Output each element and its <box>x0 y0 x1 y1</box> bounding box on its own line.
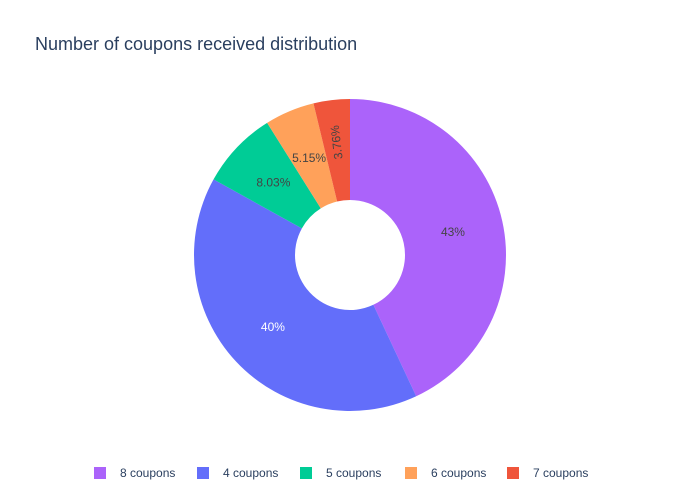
pie-slice-5-coupons[interactable] <box>213 122 321 229</box>
legend-swatch <box>197 467 209 479</box>
legend-swatch <box>507 467 519 479</box>
legend-label: 8 coupons <box>120 466 175 480</box>
legend-swatch <box>94 467 106 479</box>
legend[interactable]: 8 coupons 4 coupons 5 coupons 6 coupons 7 co… <box>94 466 588 480</box>
legend-swatch <box>405 467 417 479</box>
legend-label: 4 coupons <box>223 466 278 480</box>
pie-slice-labels: 43% 40% 8.03%5.15% 3.76% <box>256 124 465 334</box>
legend-item-5-coupons[interactable]: 5 coupons <box>300 466 381 480</box>
legend-item-7-coupons[interactable]: 7 coupons <box>507 466 588 480</box>
pie-slices <box>193 99 506 411</box>
pie-slice-7-coupons[interactable] <box>313 99 350 202</box>
pie-slice-4-coupons[interactable] <box>193 179 417 411</box>
legend-swatch <box>300 467 312 479</box>
slice-label-7-coupons: 3.76% <box>328 124 346 160</box>
chart-title: Number of coupons received distribution <box>35 34 357 54</box>
slice-label-6-coupons: 5.15% <box>292 151 326 165</box>
slice-label-5-coupons: 8.03% <box>256 175 290 189</box>
legend-label: 5 coupons <box>326 466 381 480</box>
slice-label-4-coupons: 40% <box>261 320 285 334</box>
legend-item-4-coupons[interactable]: 4 coupons <box>197 466 278 480</box>
legend-item-8-coupons[interactable]: 8 coupons <box>94 466 175 480</box>
legend-label: 7 coupons <box>533 466 588 480</box>
slice-label-8-coupons: 43% <box>441 225 465 239</box>
legend-item-6-coupons[interactable]: 6 coupons <box>405 466 486 480</box>
pie-slice-6-coupons[interactable] <box>267 103 338 209</box>
pie-slice-8-coupons[interactable] <box>350 99 506 397</box>
legend-label: 6 coupons <box>431 466 486 480</box>
